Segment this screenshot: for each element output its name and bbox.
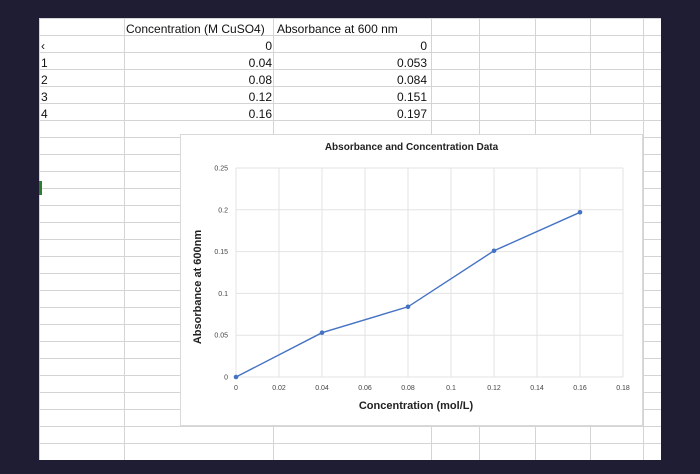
cell-concentration[interactable]: 0.04 [248, 56, 272, 70]
x-tick-label: 0.18 [616, 385, 630, 392]
cell-concentration[interactable]: 0.08 [248, 73, 272, 87]
x-tick-label: 0.02 [272, 385, 286, 392]
y-tick-label: 0.15 [214, 249, 228, 256]
cell-absorbance[interactable]: 0 [420, 39, 427, 53]
chart-container[interactable]: Absorbance and Concentration Data 0 0.02 0… [180, 134, 643, 426]
selection-edge-marker [39, 181, 42, 195]
x-axis-title: Concentration (mol/L) [358, 400, 474, 412]
y-tick-label: 0.05 [214, 333, 228, 340]
cell-absorbance[interactable]: 0.151 [396, 90, 427, 104]
x-tick-label: 0 [234, 385, 238, 392]
cell-concentration[interactable]: 0 [265, 39, 272, 53]
data-point [577, 210, 583, 215]
chart-title: Absorbance and Concentration Data [324, 142, 499, 153]
cell-concentration[interactable]: 0.12 [248, 90, 272, 104]
data-point [491, 248, 497, 254]
cell-label[interactable]: 4 [41, 107, 48, 121]
x-tick-label: 0.08 [401, 385, 415, 392]
x-tick-label: 0.1 [446, 385, 456, 392]
column-divider [124, 18, 125, 460]
cell-absorbance[interactable]: 0.084 [396, 73, 427, 87]
cell-label[interactable]: 2 [41, 73, 48, 87]
y-tick-label: 0.25 [214, 166, 228, 173]
cell-label[interactable]: 1 [41, 56, 48, 70]
cell-label[interactable]: 3 [41, 90, 48, 104]
y-tick-label: 0.1 [218, 291, 228, 298]
header-concentration[interactable]: Concentration (M CuSO4) [126, 22, 265, 36]
data-point [319, 330, 325, 335]
chart-plot: 0 0.02 0.04 0.06 0.08 0.1 0.12 0.14 0.16 0.18 0 0.0… [214, 166, 630, 393]
data-point [405, 304, 411, 310]
x-tick-label: 0.14 [530, 385, 544, 392]
header-absorbance[interactable]: Absorbance at 600 nm [277, 22, 398, 36]
cell-concentration[interactable]: 0.16 [248, 107, 272, 121]
cell-absorbance[interactable]: 0.197 [396, 107, 427, 121]
data-point [233, 374, 239, 380]
y-tick-label: 0 [224, 375, 228, 382]
x-tick-label: 0.06 [358, 385, 372, 392]
x-tick-label: 0.12 [487, 385, 501, 392]
cell-absorbance[interactable]: 0.053 [396, 56, 427, 70]
column-divider [643, 18, 644, 460]
y-axis-title: Absorbance at 600nm [192, 229, 204, 345]
x-tick-label: 0.16 [573, 385, 587, 392]
x-tick-label: 0.04 [315, 385, 329, 392]
y-tick-label: 0.2 [218, 207, 228, 214]
row-label-arrow: ‹ [41, 39, 45, 53]
